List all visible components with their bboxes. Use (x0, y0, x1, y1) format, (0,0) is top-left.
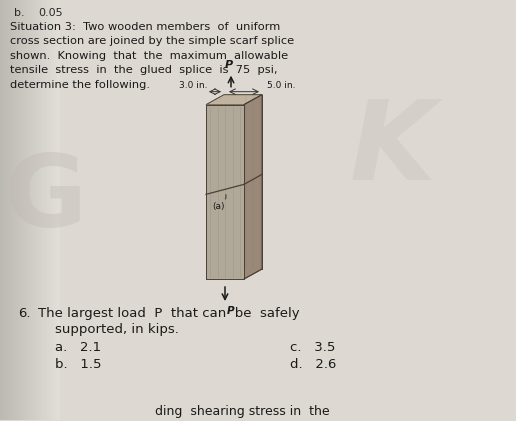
Text: 3.0 in.: 3.0 in. (179, 81, 207, 90)
Text: The largest load  P  that can  be  safely: The largest load P that can be safely (38, 307, 300, 320)
Text: tensile  stress  in  the  glued  splice  is  75  psi,: tensile stress in the glued splice is 75… (10, 65, 278, 75)
Text: a.   2.1: a. 2.1 (55, 341, 101, 354)
Text: (a): (a) (212, 202, 224, 211)
Text: c.   3.5: c. 3.5 (290, 341, 335, 354)
Text: supported, in kips.: supported, in kips. (55, 323, 179, 336)
Text: ding  shearing stress in  the: ding shearing stress in the (155, 405, 330, 418)
Text: K: K (350, 96, 436, 203)
Text: d.   2.6: d. 2.6 (290, 358, 336, 371)
Text: P: P (227, 306, 235, 316)
Text: determine the following.: determine the following. (10, 80, 150, 90)
Polygon shape (206, 105, 244, 195)
Text: 0.05: 0.05 (38, 8, 62, 18)
Text: shown.  Knowing  that  the  maximum  allowable: shown. Knowing that the maximum allowabl… (10, 51, 288, 61)
Text: b.   1.5: b. 1.5 (55, 358, 102, 371)
Polygon shape (244, 95, 262, 279)
Text: b.: b. (14, 8, 25, 18)
Polygon shape (206, 95, 262, 105)
Text: cross section are joined by the simple scarf splice: cross section are joined by the simple s… (10, 36, 294, 46)
Text: 5.0 in.: 5.0 in. (267, 81, 296, 90)
Text: 6.: 6. (18, 307, 30, 320)
Text: P: P (225, 60, 233, 70)
Polygon shape (206, 184, 244, 279)
Text: G: G (5, 151, 87, 248)
Text: Situation 3:  Two wooden members  of  uniform: Situation 3: Two wooden members of unifo… (10, 22, 280, 32)
